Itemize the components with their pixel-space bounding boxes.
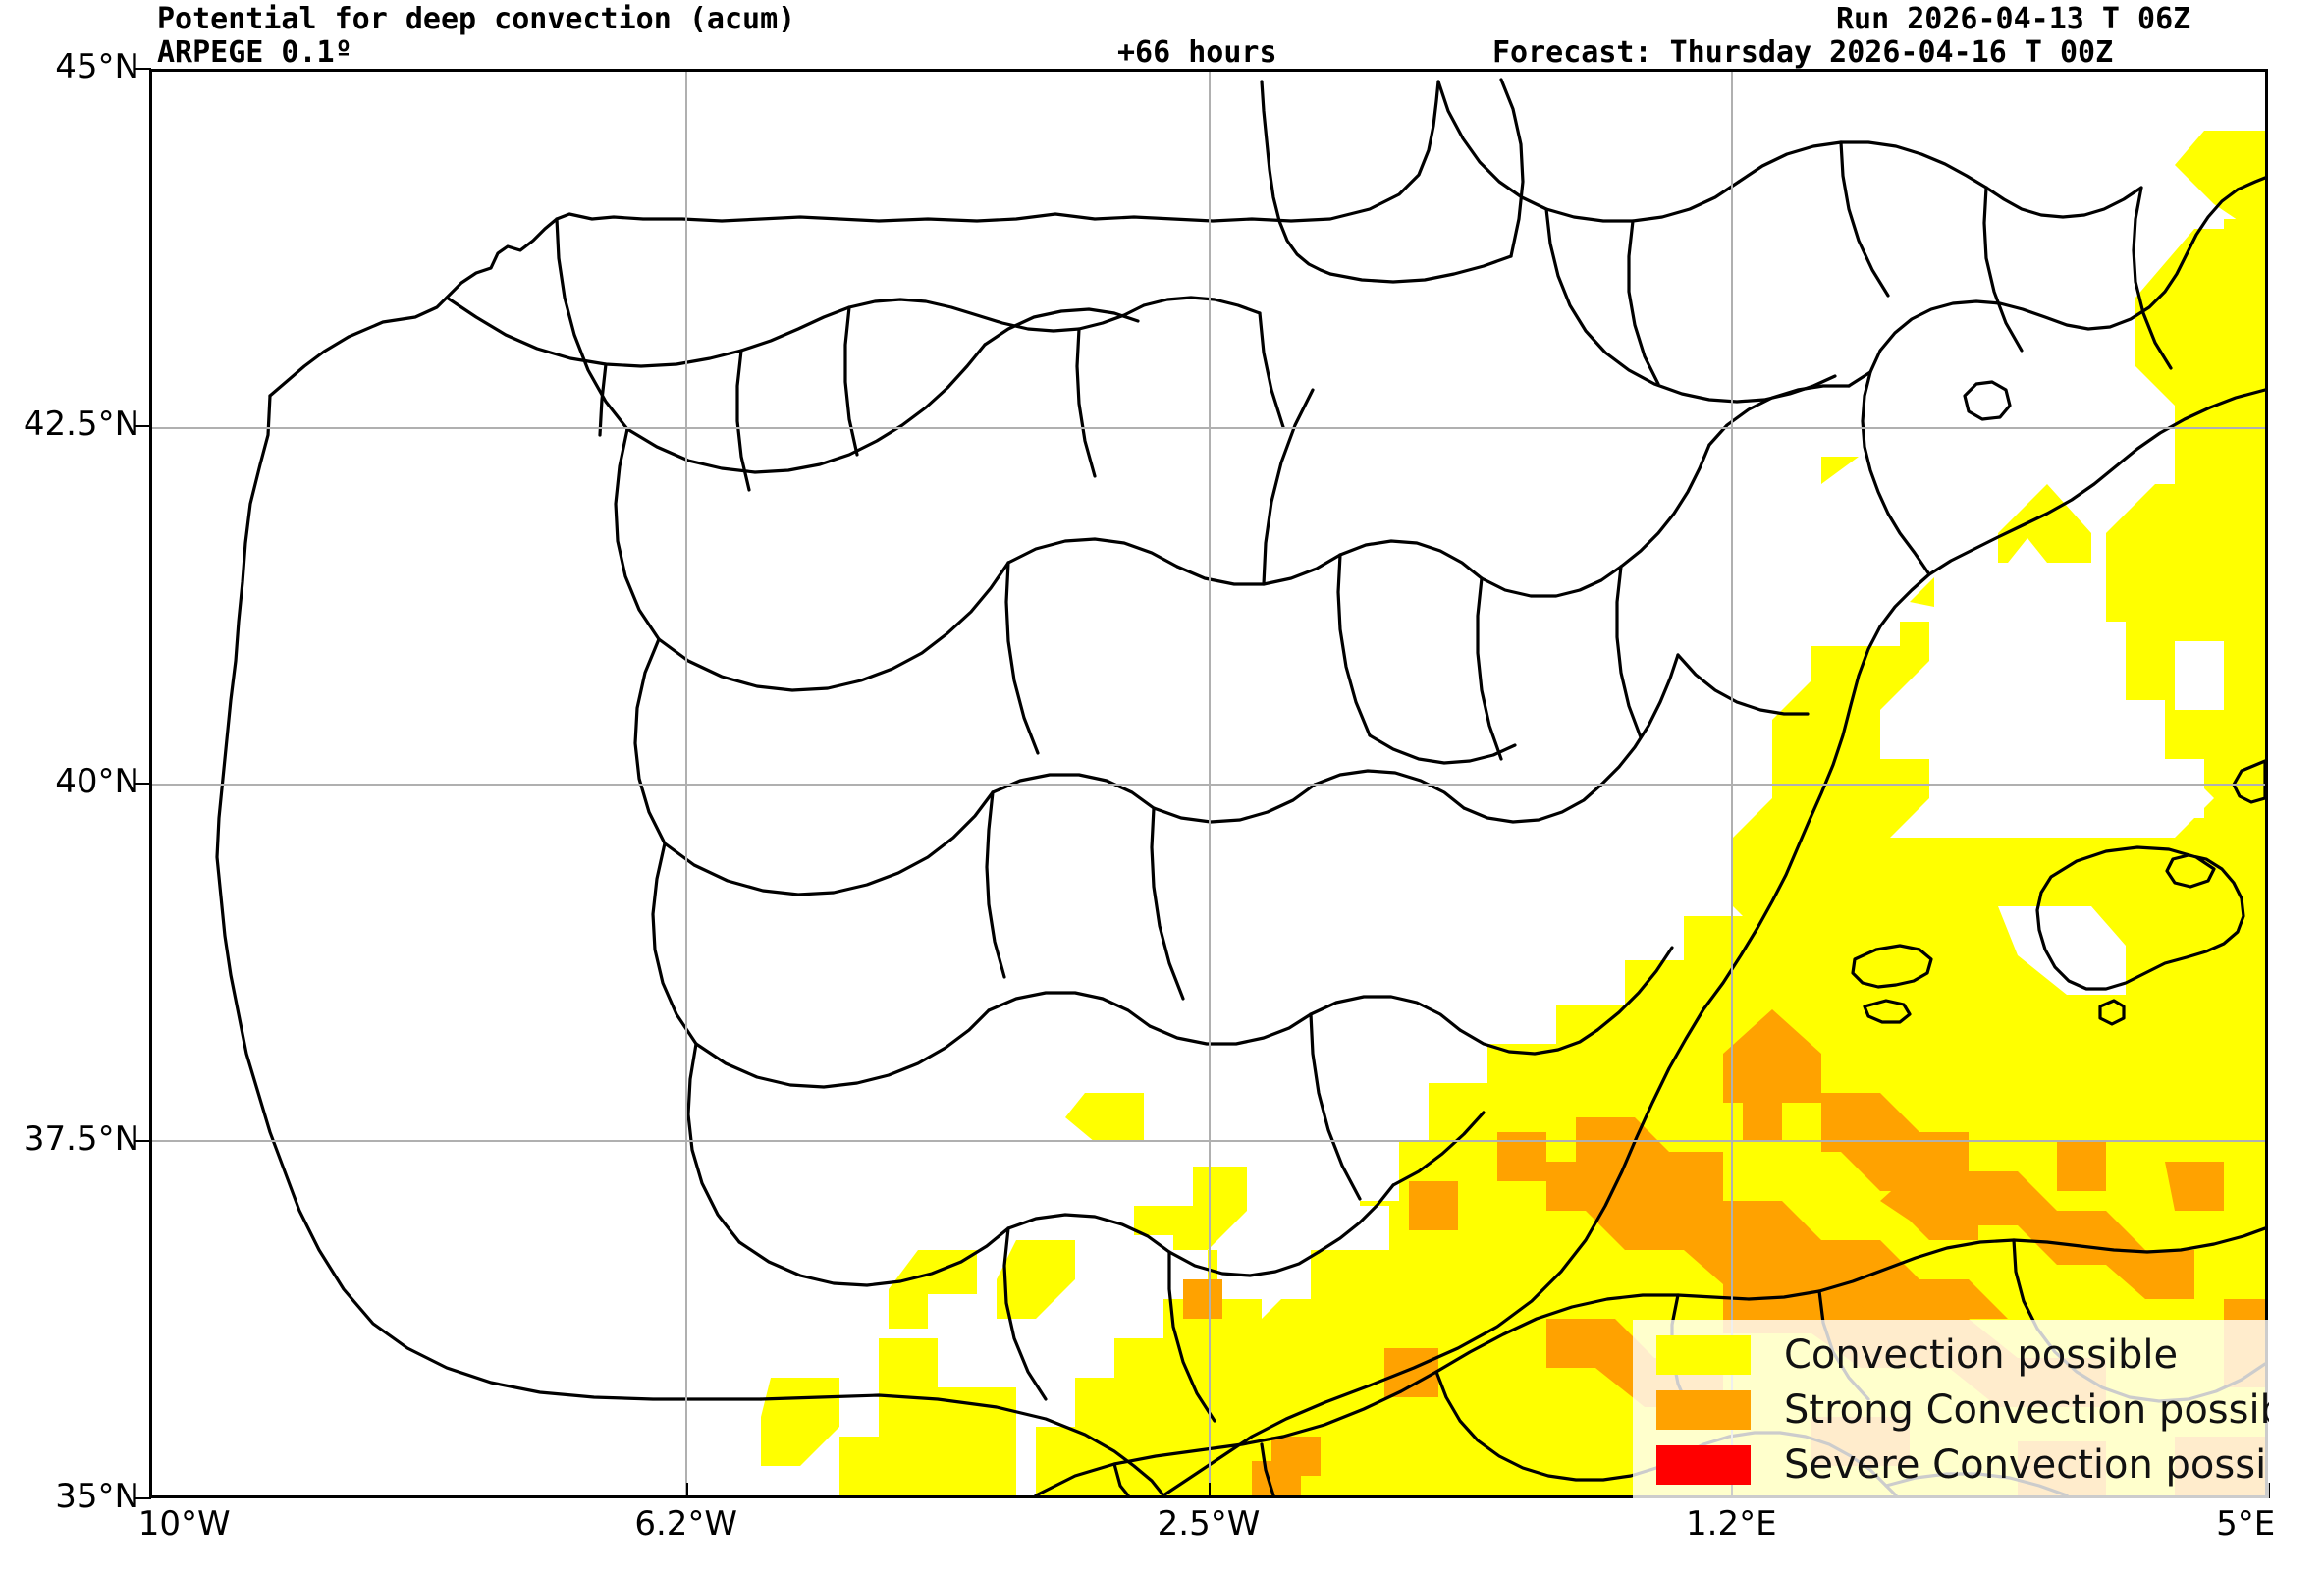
x-tick-label: 10°W [137, 1504, 231, 1544]
legend-swatch-strong-convection [1656, 1390, 1751, 1430]
y-tick-mark [135, 1497, 151, 1499]
x-tick-label: 5°E [2216, 1504, 2276, 1544]
legend-item-strong-convection: Strong Convection possible [1656, 1388, 2269, 1432]
legend-item-severe-convection: Severe Convection possible [1656, 1443, 2269, 1487]
x-tick-label: 1.2°E [1686, 1504, 1777, 1544]
y-tick-label: 35°N [55, 1477, 139, 1516]
y-tick-label: 37.5°N [23, 1119, 139, 1159]
map-plot-area[interactable] [149, 69, 2268, 1498]
map-svg [215, 78, 2265, 1495]
x-tick-mark [149, 1483, 151, 1498]
legend-item-convection: Convection possible [1656, 1333, 2178, 1377]
legend: Convection possible Strong Convection po… [1633, 1320, 2269, 1498]
y-tick-label: 45°N [55, 47, 139, 86]
x-tick-mark [2268, 1483, 2270, 1498]
gridline-horizontal [152, 784, 2265, 786]
legend-label-severe-convection: Severe Convection possible [1784, 1442, 2269, 1488]
model-label: ARPEGE 0.1º [157, 35, 352, 70]
y-tick-label: 40°N [55, 762, 139, 801]
lead-time-label: +66 hours [1117, 35, 1277, 70]
y-tick-mark [135, 425, 151, 427]
chart-header: Potential for deep convection (acum) ARP… [0, 0, 2324, 70]
y-tick-mark [135, 783, 151, 785]
legend-swatch-severe-convection [1656, 1445, 1751, 1485]
forecast-valid-label: Forecast: Thursday 2026-04-16 T 00Z [1492, 35, 2114, 70]
y-tick-mark [135, 68, 151, 70]
x-tick-mark [685, 1483, 688, 1498]
convection-possible-layer [761, 131, 2265, 1495]
y-tick-label: 42.5°N [23, 405, 139, 444]
legend-swatch-convection [1656, 1335, 1751, 1375]
run-time-label: Run 2026-04-13 T 06Z [1836, 2, 2191, 36]
x-tick-label: 2.5°W [1157, 1504, 1261, 1544]
gridline-horizontal [152, 427, 2265, 429]
legend-label-strong-convection: Strong Convection possible [1784, 1387, 2269, 1433]
page-title: Potential for deep convection (acum) [157, 2, 796, 36]
x-tick-mark [1209, 1483, 1211, 1498]
y-tick-mark [135, 1140, 151, 1142]
map-canvas [152, 72, 2265, 1495]
gridline-horizontal [152, 1140, 2265, 1142]
legend-label-convection: Convection possible [1784, 1332, 2179, 1378]
x-tick-label: 6.2°W [634, 1504, 738, 1544]
